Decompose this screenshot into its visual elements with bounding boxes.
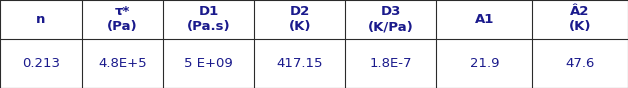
- Text: D2
(K): D2 (K): [289, 5, 311, 33]
- Text: D3
(K/Pa): D3 (K/Pa): [368, 5, 414, 33]
- Text: 5 E+09: 5 E+09: [185, 57, 233, 70]
- Text: 1.8E-7: 1.8E-7: [370, 57, 412, 70]
- Text: τ*
(Pa): τ* (Pa): [107, 5, 138, 33]
- Text: 0.213: 0.213: [22, 57, 60, 70]
- Text: 4.8E+5: 4.8E+5: [98, 57, 147, 70]
- Text: 21.9: 21.9: [470, 57, 499, 70]
- Text: n: n: [36, 13, 45, 26]
- Text: 417.15: 417.15: [276, 57, 323, 70]
- Text: Â2
(K): Â2 (K): [569, 5, 592, 33]
- Text: D1
(Pa.s): D1 (Pa.s): [187, 5, 230, 33]
- Text: A1: A1: [475, 13, 494, 26]
- Text: 47.6: 47.6: [565, 57, 595, 70]
